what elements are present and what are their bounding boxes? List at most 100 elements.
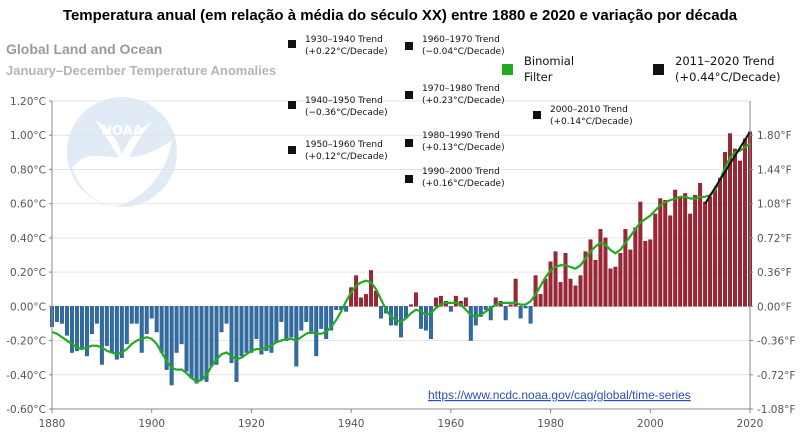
- bar-1998: [638, 201, 643, 307]
- y-tick-left-label: -0.40°C: [6, 370, 46, 382]
- bar-1886: [79, 306, 84, 350]
- legend-binomial-label-2: Filter: [524, 70, 553, 84]
- bar-2013: [713, 189, 718, 307]
- bar-1916: [229, 306, 234, 363]
- bar-1941: [354, 275, 359, 307]
- bar-1885: [74, 306, 79, 351]
- bar-1991: [603, 237, 608, 307]
- y-tick-right-label: 0.72°F: [757, 233, 792, 245]
- chart-title: Temperatura anual (em relação à média do…: [63, 7, 738, 24]
- noaa-logo-text: NOAA: [101, 124, 143, 139]
- y-tick-right-label: -0.72°F: [757, 370, 795, 382]
- bar-1935: [324, 306, 329, 340]
- source-link[interactable]: https://www.ncdc.noaa.gov/cag/global/tim…: [428, 388, 691, 402]
- bar-1881: [55, 306, 59, 322]
- bar-2004: [668, 215, 673, 307]
- trend-label-line2: (+0.23°C/Decade): [422, 96, 505, 106]
- y-tick-left-label: 0.20°C: [10, 267, 46, 279]
- bar-1918: [239, 306, 244, 357]
- bar-1982: [558, 282, 563, 307]
- y-tick-right-label: 1.44°F: [757, 164, 792, 176]
- bar-1883: [65, 306, 69, 336]
- bar-1969: [493, 297, 498, 307]
- bar-1894: [119, 306, 124, 358]
- bar-1957: [433, 297, 438, 307]
- x-tick-label: 1960: [437, 418, 464, 430]
- bar-2016: [728, 133, 733, 307]
- bar-1899: [144, 306, 149, 334]
- bar-1901: [154, 306, 159, 333]
- bar-1921: [254, 306, 259, 340]
- bar-1946: [379, 306, 384, 319]
- x-tick-label: 2020: [737, 418, 764, 430]
- bar-1895: [124, 306, 129, 345]
- bar-1992: [608, 268, 613, 307]
- bar-1931: [304, 306, 309, 322]
- y-tick-left-label: -0.20°C: [6, 336, 46, 348]
- bar-1930: [299, 306, 304, 331]
- trend-marker: [405, 42, 413, 50]
- bar-1937: [334, 306, 339, 310]
- bar-1980: [548, 261, 553, 307]
- bar-1890: [99, 306, 104, 365]
- bar-1971: [503, 306, 508, 321]
- bar-1989: [593, 259, 598, 307]
- y-tick-left-label: 1.00°C: [10, 130, 46, 142]
- legend-trend-label-2: (+0.44°C/Decade): [675, 70, 781, 84]
- legend-trend-label-1: 2011–2020 Trend: [675, 54, 774, 68]
- bar-2011: [703, 201, 708, 307]
- bar-1960: [448, 306, 453, 312]
- trend-label-line1: 2000–2010 Trend: [550, 105, 628, 115]
- x-tick-label: 1940: [338, 418, 365, 430]
- bar-1896: [129, 306, 134, 324]
- bar-1902: [159, 306, 164, 353]
- trend-marker: [405, 139, 413, 147]
- bar-1963: [463, 297, 468, 307]
- bar-1953: [414, 292, 418, 307]
- bar-1966: [478, 306, 483, 317]
- bar-2018: [738, 160, 742, 307]
- y-tick-right-label: 0.00°F: [757, 301, 792, 313]
- y-tick-right-label: -0.36°F: [757, 336, 795, 348]
- bar-1932: [309, 306, 314, 334]
- bar-1967: [483, 306, 488, 310]
- bar-1933: [314, 306, 319, 357]
- y-tick-right-label: 1.08°F: [757, 199, 792, 211]
- bar-1974: [518, 306, 523, 319]
- bar-1887: [84, 306, 89, 357]
- legend-binomial-swatch: [502, 64, 513, 75]
- bar-1934: [319, 306, 324, 329]
- bar-1988: [588, 239, 593, 307]
- trend-annotation-1950: 1950–1960 Trend (+0.12°C/Decade): [288, 140, 388, 162]
- x-tick-label: 2000: [637, 418, 664, 430]
- trend-label-line1: 1980–1990 Trend: [422, 131, 500, 141]
- bar-1986: [578, 275, 583, 307]
- bar-1889: [94, 306, 99, 324]
- x-tick-label: 1880: [39, 418, 66, 430]
- bar-1983: [563, 253, 568, 307]
- bar-1928: [289, 306, 294, 338]
- x-tick-label: 1980: [537, 418, 564, 430]
- y-tick-left-label: 1.20°C: [10, 96, 46, 108]
- bar-1884: [69, 306, 74, 353]
- bar-1925: [274, 306, 279, 343]
- trend-label-line1: 1970–1980 Trend: [422, 84, 500, 94]
- bar-1979: [543, 278, 548, 307]
- trend-marker: [405, 91, 413, 99]
- bar-1911: [204, 306, 209, 382]
- bar-2002: [658, 198, 663, 307]
- trend-marker: [288, 40, 296, 48]
- trend-marker: [405, 175, 413, 183]
- bar-1936: [329, 306, 334, 331]
- bar-1955: [423, 306, 428, 331]
- bar-1987: [583, 251, 588, 307]
- bar-1912: [209, 306, 214, 367]
- bar-1915: [224, 306, 229, 324]
- bar-1996: [628, 249, 633, 307]
- bar-1994: [618, 253, 623, 307]
- bar-1949: [394, 306, 398, 326]
- bar-1964: [468, 306, 473, 341]
- bar-1995: [623, 229, 628, 307]
